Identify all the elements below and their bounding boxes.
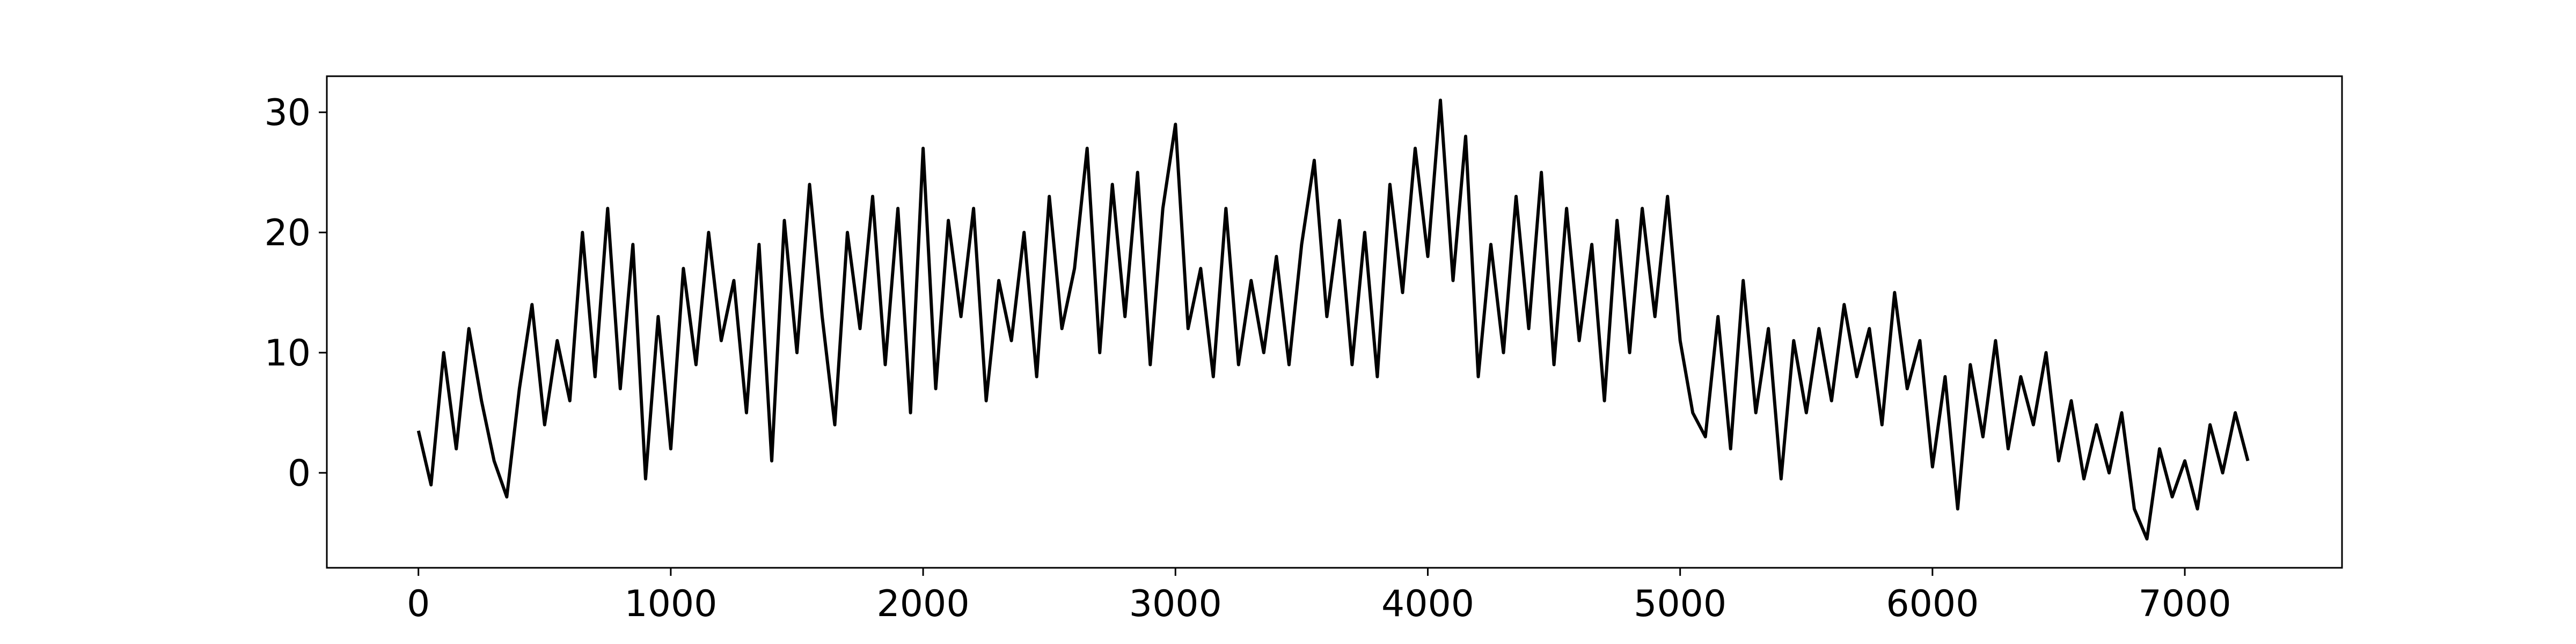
y-tick-label: 0 [288,452,311,495]
y-tick-label: 10 [264,332,311,375]
x-tick-label: 5000 [1634,583,1726,625]
y-tick-label: 20 [264,212,311,254]
x-tick-label: 6000 [1886,583,1979,625]
x-tick-label: 2000 [877,583,970,625]
y-tick-label: 30 [264,92,311,134]
x-tick-label: 7000 [2139,583,2231,625]
data-line [416,98,2250,541]
x-tick-label: 3000 [1129,583,1222,625]
x-tick-label: 0 [407,583,430,625]
plot-frame [326,75,2343,569]
x-tick-label: 1000 [624,583,717,625]
x-tick-label: 4000 [1381,583,1474,625]
